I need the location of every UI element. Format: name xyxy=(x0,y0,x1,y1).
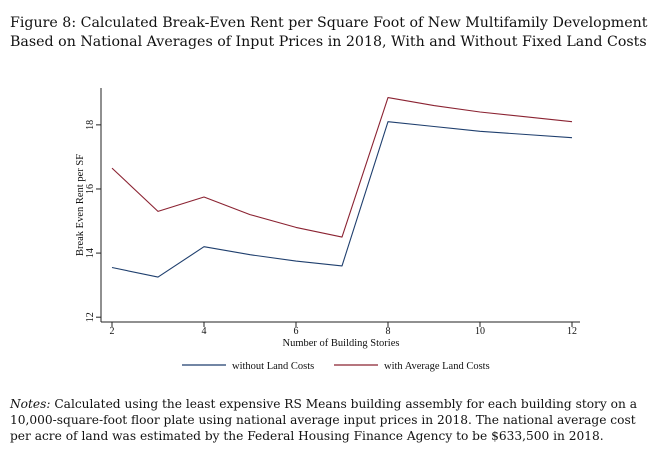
series-group xyxy=(111,97,573,278)
x-tick-group: 2 4 6 8 10 12 xyxy=(110,322,577,337)
series-line-with-average-land-costs xyxy=(111,97,573,238)
legend: without Land Costs with Average Land Cos… xyxy=(182,361,490,372)
y-tick-label-16: 16 xyxy=(85,184,96,194)
x-tick-label-12: 12 xyxy=(567,326,577,337)
y-tick-group: 12 14 16 18 xyxy=(85,120,101,322)
x-tick-label-4: 4 xyxy=(202,326,207,337)
x-tick-label-8: 8 xyxy=(386,326,391,337)
y-tick-label-12: 12 xyxy=(85,312,96,322)
notes-text: Calculated using the least expensive RS … xyxy=(10,397,637,443)
line-chart: 12 14 16 18 2 4 6 8 10 12 Number of Building Sto… xyxy=(75,88,580,372)
figure-notes: Notes: Calculated using the least expens… xyxy=(10,396,650,444)
series-line-without-land-costs xyxy=(111,121,573,278)
x-tick-label-10: 10 xyxy=(475,326,485,337)
y-axis-label: Break Even Rent per SF xyxy=(75,154,86,256)
y-tick-label-18: 18 xyxy=(85,120,96,130)
legend-label-with-land: with Average Land Costs xyxy=(384,361,490,372)
x-axis-label: Number of Building Stories xyxy=(283,338,400,349)
x-tick-label-6: 6 xyxy=(294,326,299,337)
caption-line-2: Based on National Averages of Input Pric… xyxy=(10,34,647,50)
legend-label-without-land: without Land Costs xyxy=(232,361,314,372)
caption-line-1: Figure 8: Calculated Break-Even Rent per… xyxy=(10,15,648,31)
figure-caption: Figure 8: Calculated Break-Even Rent per… xyxy=(10,14,650,52)
x-tick-label-2: 2 xyxy=(110,326,115,337)
y-tick-label-14: 14 xyxy=(85,248,96,258)
notes-label: Notes: xyxy=(10,397,51,411)
